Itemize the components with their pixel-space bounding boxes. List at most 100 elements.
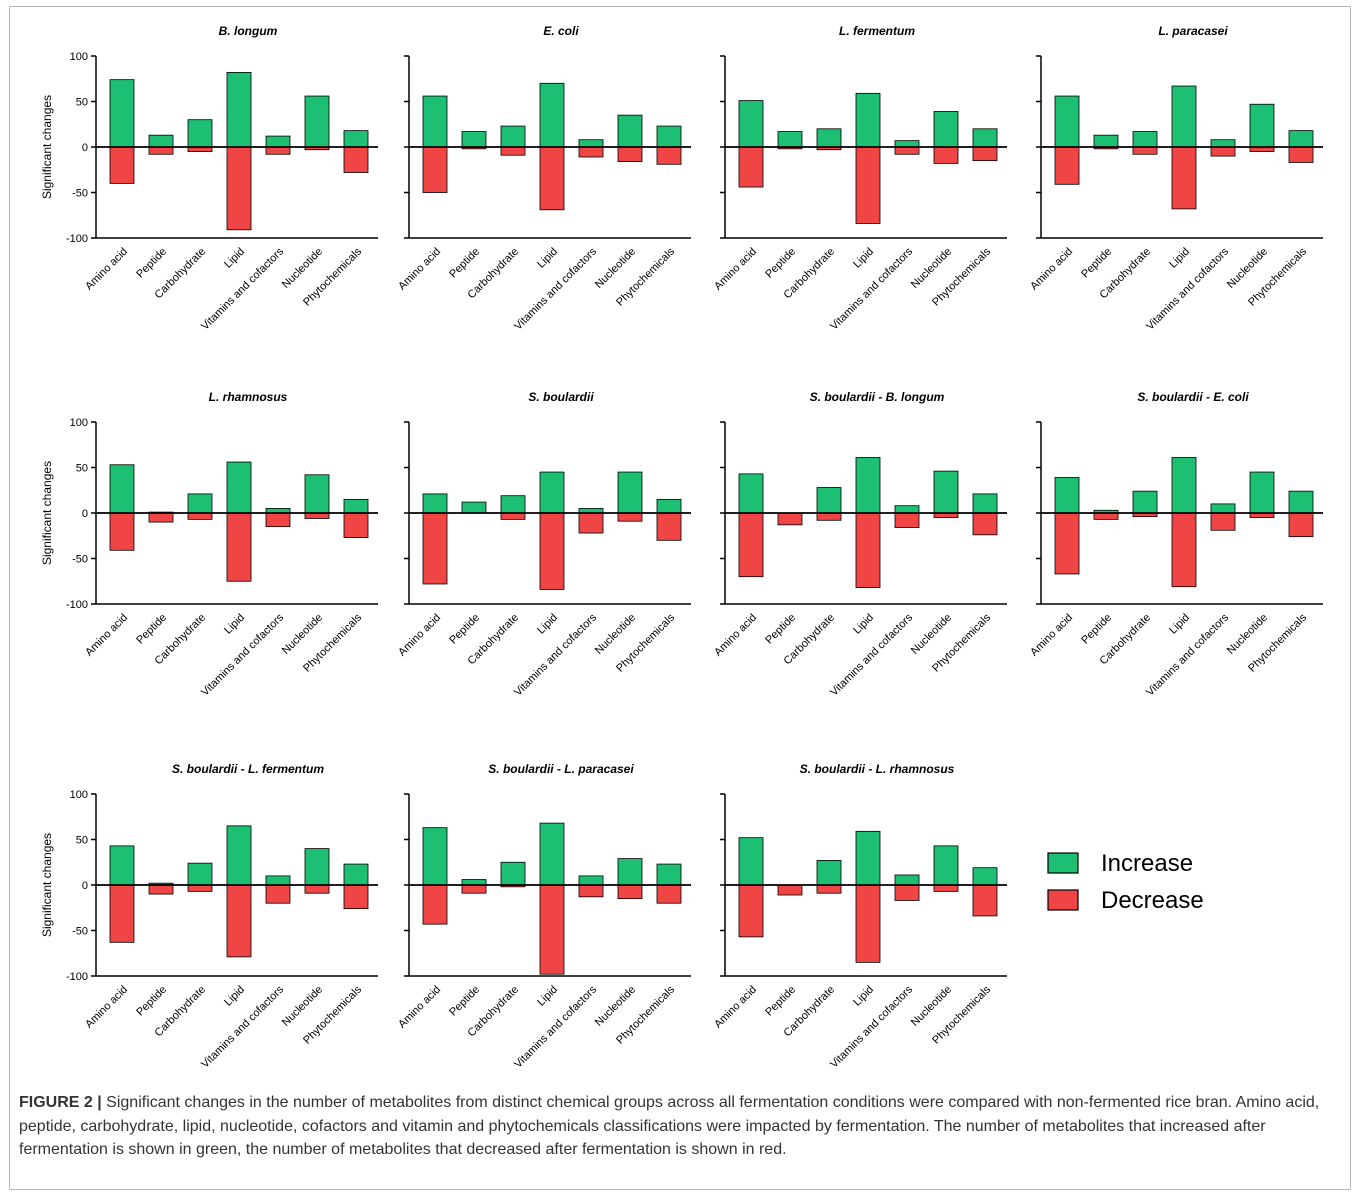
bar-increase bbox=[461, 131, 487, 148]
bar-increase bbox=[1210, 139, 1236, 148]
bar-increase bbox=[109, 464, 135, 514]
x-tick-label: Amino acid bbox=[712, 246, 759, 293]
bar-increase bbox=[226, 825, 252, 886]
bar-decrease bbox=[226, 512, 252, 582]
legend-swatch-increase bbox=[1047, 852, 1079, 874]
bar-increase bbox=[894, 505, 920, 514]
x-tick-label: Peptide bbox=[763, 984, 798, 1019]
figure-frame bbox=[9, 6, 1351, 1190]
bar-increase bbox=[855, 92, 881, 148]
bar-decrease bbox=[1288, 512, 1314, 538]
bar-decrease bbox=[1171, 512, 1197, 588]
y-tick-label: 100 bbox=[70, 417, 88, 429]
bar-increase bbox=[1249, 471, 1275, 514]
bar-increase bbox=[738, 837, 764, 886]
bar-decrease bbox=[777, 884, 803, 896]
chart-title: S. boulardii - E. coli bbox=[1137, 390, 1249, 404]
bar-increase bbox=[578, 875, 604, 886]
bar-decrease bbox=[855, 146, 881, 224]
bar-decrease bbox=[304, 884, 330, 894]
legend: Increase Decrease bbox=[1047, 850, 1204, 914]
x-tick-label: Amino acid bbox=[1028, 246, 1075, 293]
bar-increase bbox=[617, 114, 643, 148]
bar-increase bbox=[1093, 134, 1119, 148]
x-tick-label: Peptide bbox=[763, 246, 798, 281]
y-tick-label: 50 bbox=[76, 835, 88, 847]
bar-increase bbox=[1054, 95, 1080, 148]
bar-increase bbox=[894, 140, 920, 148]
x-tick-label: Lipid bbox=[1167, 612, 1192, 637]
bar-decrease bbox=[656, 512, 682, 541]
bar-decrease bbox=[422, 146, 448, 193]
x-tick-label: Amino acid bbox=[712, 984, 759, 1031]
bar-decrease bbox=[109, 146, 135, 184]
y-tick-label: 0 bbox=[82, 880, 88, 892]
bar-increase bbox=[422, 95, 448, 148]
x-tick-label: Amino acid bbox=[396, 612, 443, 659]
bar-increase bbox=[226, 71, 252, 148]
bar-decrease bbox=[738, 884, 764, 938]
x-tick-label: Amino acid bbox=[1028, 612, 1075, 659]
bar-decrease bbox=[578, 146, 604, 158]
bar-increase bbox=[500, 861, 526, 886]
y-tick-label: -100 bbox=[66, 233, 88, 245]
bar-decrease bbox=[855, 884, 881, 963]
bar-decrease bbox=[1054, 512, 1080, 575]
bar-decrease bbox=[539, 512, 565, 590]
chart-title: S. boulardii - B. longum bbox=[810, 390, 945, 404]
x-tick-label: Peptide bbox=[1079, 246, 1114, 281]
bar-increase bbox=[187, 493, 213, 514]
bar-decrease bbox=[109, 884, 135, 943]
y-axis-label: Significant changes bbox=[40, 95, 54, 199]
bar-increase bbox=[422, 493, 448, 514]
chart-title: S. boulardii - L. fermentum bbox=[172, 762, 324, 776]
x-tick-label: Lipid bbox=[222, 246, 247, 271]
y-tick-label: -50 bbox=[72, 926, 88, 938]
figure-label: FIGURE 2 | bbox=[19, 1094, 102, 1111]
bar-decrease bbox=[461, 884, 487, 894]
y-tick-label: 0 bbox=[82, 508, 88, 520]
bar-increase bbox=[265, 135, 291, 148]
bar-increase bbox=[304, 474, 330, 514]
legend-label: Increase bbox=[1101, 850, 1193, 877]
x-tick-label: Amino acid bbox=[396, 984, 443, 1031]
bar-increase bbox=[343, 863, 369, 886]
bar-increase bbox=[187, 119, 213, 148]
y-tick-label: -100 bbox=[66, 599, 88, 611]
x-tick-label: Lipid bbox=[851, 246, 876, 271]
bar-increase bbox=[343, 498, 369, 514]
bar-decrease bbox=[777, 512, 803, 526]
bar-decrease bbox=[109, 512, 135, 551]
chart-panel: S. boulardii - B. longum Amino acid Peptid… bbox=[712, 390, 1007, 699]
bar-decrease bbox=[855, 512, 881, 589]
y-axis-label: Significant changes bbox=[40, 833, 54, 937]
y-tick-label: 50 bbox=[76, 463, 88, 475]
bar-increase bbox=[1132, 131, 1158, 148]
chart-title: S. boulardii - L. rhamnosus bbox=[800, 762, 955, 776]
bar-increase bbox=[972, 867, 998, 886]
bar-increase bbox=[1054, 477, 1080, 514]
bar-increase bbox=[933, 845, 959, 886]
bar-decrease bbox=[148, 884, 174, 895]
bar-decrease bbox=[972, 146, 998, 162]
bar-decrease bbox=[816, 512, 842, 521]
bar-increase bbox=[578, 139, 604, 148]
chart-panel: S. boulardii - L. paracasei Amino acid Pep… bbox=[396, 762, 691, 1071]
bar-increase bbox=[187, 862, 213, 886]
bar-decrease bbox=[972, 512, 998, 536]
bar-increase bbox=[656, 125, 682, 148]
bar-decrease bbox=[500, 146, 526, 156]
figure-caption: FIGURE 2 | Significant changes in the nu… bbox=[19, 1091, 1341, 1162]
x-tick-label: Lipid bbox=[535, 612, 560, 637]
x-tick-label: Lipid bbox=[851, 984, 876, 1009]
chart-title: L. rhamnosus bbox=[209, 390, 288, 404]
bar-increase bbox=[617, 858, 643, 886]
bar-decrease bbox=[343, 884, 369, 910]
y-tick-label: 100 bbox=[70, 51, 88, 63]
bar-decrease bbox=[578, 512, 604, 534]
bar-increase bbox=[343, 130, 369, 148]
bar-increase bbox=[972, 493, 998, 514]
bar-increase bbox=[738, 473, 764, 514]
